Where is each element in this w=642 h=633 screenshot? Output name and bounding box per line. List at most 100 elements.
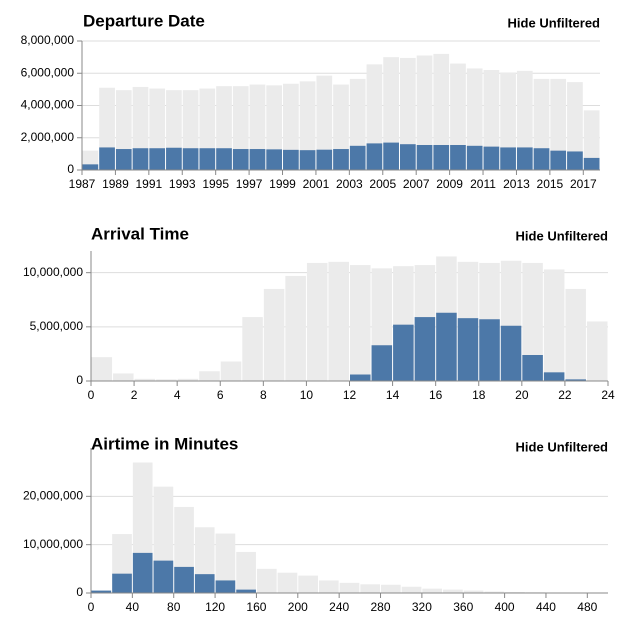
x-tick-label: 2011 [470, 177, 496, 191]
bar [283, 149, 299, 170]
y-tick-label: 0 [76, 373, 83, 387]
bar [450, 63, 466, 171]
bar [182, 148, 199, 170]
y-tick-label: 6,000,000 [21, 65, 75, 79]
bar [479, 319, 500, 381]
bar [463, 590, 484, 593]
bar [522, 355, 543, 381]
x-tick-label: 240 [329, 600, 349, 614]
x-tick-label: 200 [288, 600, 308, 614]
x-tick-label: 2 [131, 388, 138, 402]
hide-unfiltered-button[interactable]: Hide Unfiltered [516, 439, 609, 454]
bar [371, 345, 393, 381]
x-tick-label: 2007 [403, 177, 430, 191]
bar [383, 142, 399, 170]
bar [256, 568, 277, 593]
bar [199, 371, 220, 381]
bar [99, 147, 115, 170]
bar [266, 149, 283, 170]
bar [543, 269, 565, 381]
bar [533, 148, 550, 170]
x-tick-label: 1987 [69, 177, 96, 191]
bar [399, 144, 416, 170]
y-tick-label: 8,000,000 [21, 33, 75, 47]
x-tick-label: 12 [343, 388, 357, 402]
x-tick-label: 2005 [369, 177, 396, 191]
x-tick-label: 0 [88, 388, 95, 402]
bar [586, 321, 608, 381]
y-tick-label: 0 [67, 162, 74, 176]
x-tick-label: 10 [300, 388, 314, 402]
bar [91, 590, 112, 593]
x-tick-label: 2017 [570, 177, 597, 191]
chart-title: Departure Date [83, 11, 205, 30]
bar [516, 70, 533, 170]
bar [550, 150, 567, 170]
bar [82, 164, 99, 170]
bar [414, 317, 436, 381]
hide-unfiltered-button[interactable]: Hide Unfiltered [516, 228, 609, 243]
x-tick-label: 2001 [303, 177, 330, 191]
bar [242, 317, 263, 381]
bar [316, 149, 333, 170]
bar [416, 145, 433, 170]
bar [565, 288, 586, 381]
bar [199, 148, 216, 170]
bar [134, 378, 156, 381]
x-tick-label: 1991 [135, 177, 162, 191]
x-tick-label: 8 [260, 388, 267, 402]
y-tick-label: 0 [76, 585, 83, 599]
bar [318, 580, 339, 593]
bar [298, 575, 318, 593]
y-tick-label: 20,000,000 [23, 489, 83, 503]
bar [153, 560, 174, 593]
x-tick-label: 18 [472, 388, 486, 402]
bar [283, 83, 299, 170]
bar [381, 584, 401, 593]
bar [249, 84, 266, 170]
bar [277, 572, 298, 593]
bar [443, 589, 463, 593]
bar [466, 68, 483, 170]
bar [500, 147, 516, 170]
bar [236, 551, 256, 593]
bar [339, 582, 360, 593]
x-tick-label: 2003 [336, 177, 363, 191]
bar [433, 53, 450, 170]
bar [366, 143, 383, 170]
x-tick-label: 1993 [169, 177, 196, 191]
x-tick-label: 0 [88, 600, 95, 614]
x-tick-label: 1989 [102, 177, 129, 191]
bar [316, 75, 333, 170]
x-tick-label: 24 [601, 388, 615, 402]
bar [567, 151, 583, 170]
bar [328, 261, 349, 381]
x-tick-label: 400 [495, 600, 515, 614]
hide-unfiltered-button[interactable]: Hide Unfiltered [508, 15, 601, 30]
bar [433, 145, 450, 170]
x-tick-label: 4 [174, 388, 181, 402]
y-tick-label: 2,000,000 [21, 130, 75, 144]
bar [166, 147, 182, 170]
y-tick-label: 10,000,000 [23, 537, 83, 551]
y-tick-label: 10,000,000 [23, 265, 83, 279]
bar [484, 591, 505, 593]
x-tick-label: 80 [167, 600, 181, 614]
bar [350, 265, 371, 381]
bar [194, 574, 215, 593]
bar [349, 145, 366, 170]
y-tick-label: 5,000,000 [30, 319, 84, 333]
bar [215, 533, 236, 593]
x-tick-label: 320 [412, 600, 432, 614]
x-tick-label: 2009 [436, 177, 463, 191]
bar [220, 361, 242, 381]
x-tick-label: 160 [246, 600, 266, 614]
bar [500, 325, 522, 381]
bar [583, 110, 600, 170]
bar [436, 312, 457, 381]
bar [113, 373, 134, 381]
x-tick-label: 480 [577, 600, 597, 614]
x-tick-label: 440 [536, 600, 556, 614]
bar [450, 145, 466, 170]
